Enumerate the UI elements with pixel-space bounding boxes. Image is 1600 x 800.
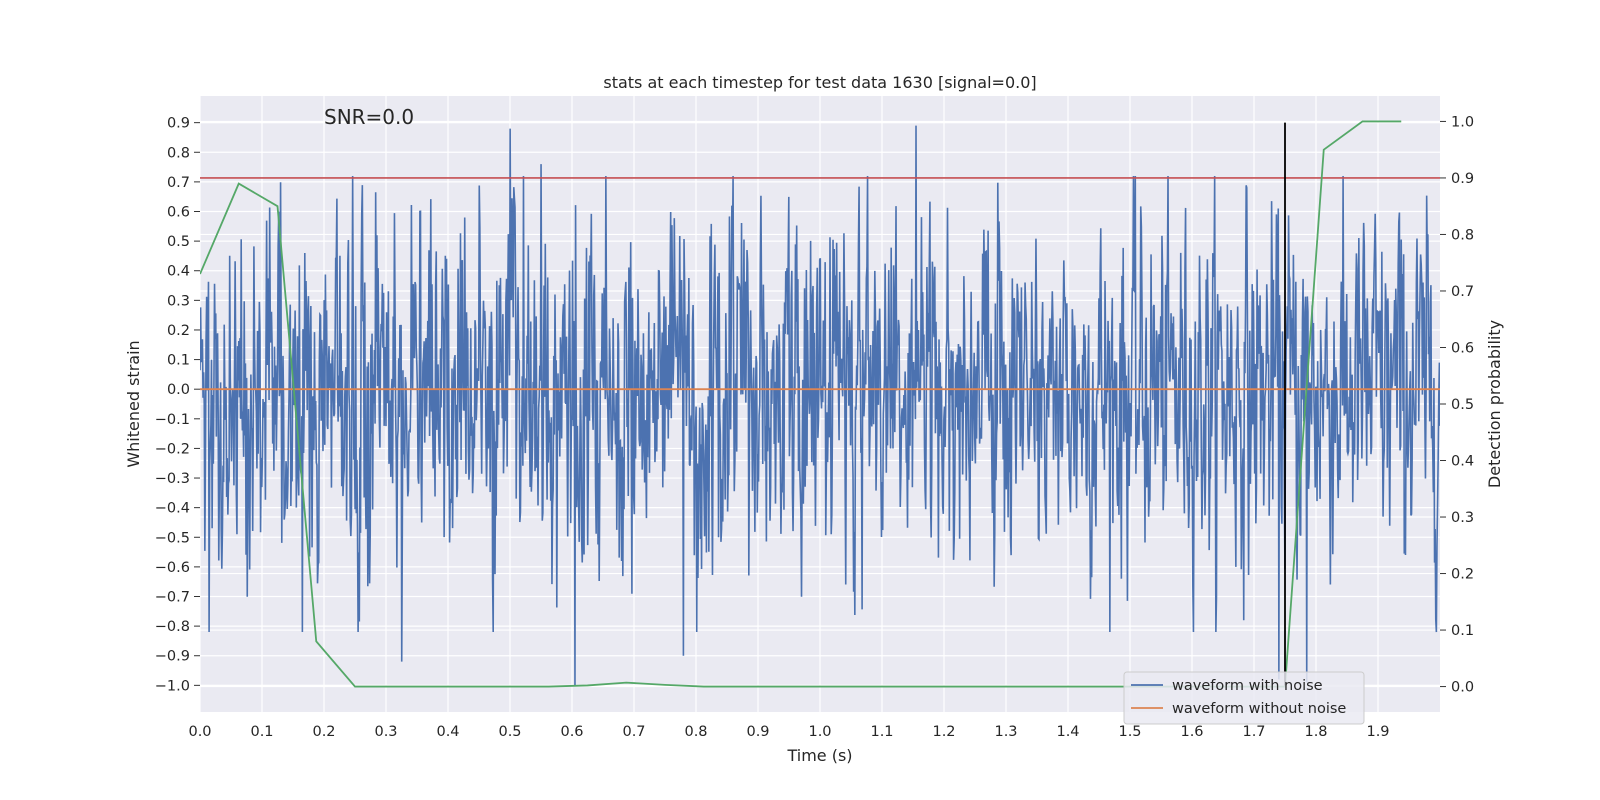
- y-tick-label: 0.5: [167, 234, 190, 250]
- y-tick-label: −0.2: [155, 441, 190, 457]
- x-tick-label: 1.7: [1242, 724, 1265, 740]
- x-tick-label: 0.5: [498, 724, 521, 740]
- x-tick-label: 1.2: [932, 724, 955, 740]
- y2-axis-label: Detection probability: [1485, 320, 1504, 488]
- x-tick-label: 1.4: [1056, 724, 1079, 740]
- x-tick-label: 0.6: [560, 724, 583, 740]
- y-tick-label: −0.5: [155, 530, 190, 546]
- y-tick-label: −0.9: [155, 649, 190, 665]
- y-tick-label: −0.6: [155, 560, 190, 576]
- y-tick-label: 0.6: [167, 205, 190, 221]
- legend: waveform with noise waveform without noi…: [1123, 671, 1365, 725]
- y-tick-label: 0.2: [167, 323, 190, 339]
- x-tick-label: 1.3: [994, 724, 1017, 740]
- y2-tick-label: 1.0: [1451, 114, 1474, 130]
- y-tick-label: 0.4: [167, 264, 190, 280]
- y2-tick-label: 0.6: [1451, 340, 1474, 356]
- y-tick-label: −0.4: [155, 501, 190, 517]
- y2-tick-label: 0.8: [1451, 227, 1474, 243]
- legend-label-noisy: waveform with noise: [1172, 678, 1323, 694]
- ticks-layer: 0.0 0.1 0.2 0.3 0.4 0.5 0.6 0.7 0.8 0.9 1.0 1.1 1.2 1…: [155, 114, 1474, 740]
- y-tick-label: 0.7: [167, 175, 190, 191]
- y2-tick-label: 0.7: [1451, 284, 1474, 300]
- y2-tick-label: 0.2: [1451, 567, 1474, 583]
- x-tick-label: 1.8: [1304, 724, 1327, 740]
- x-tick-label: 1.6: [1180, 724, 1203, 740]
- y2-tick-label: 0.0: [1451, 680, 1474, 696]
- x-tick-label: 0.7: [622, 724, 645, 740]
- y-tick-label: 0.3: [167, 293, 190, 309]
- chart-title: stats at each timestep for test data 163…: [603, 73, 1036, 92]
- x-tick-label: 0.2: [312, 724, 335, 740]
- y-tick-label: −0.7: [155, 590, 190, 606]
- y-tick-label: 0.1: [167, 353, 190, 369]
- y-tick-label: −0.8: [155, 619, 190, 635]
- y-axis-label: Whitened strain: [124, 340, 143, 467]
- y-tick-label: −1.0: [155, 678, 190, 694]
- y2-tick-label: 0.3: [1451, 510, 1474, 526]
- y-tick-label: 0.8: [167, 145, 190, 161]
- series-waveform-with-noise: [200, 125, 1440, 686]
- y2-tick-label: 0.4: [1451, 454, 1474, 470]
- x-tick-label: 0.9: [746, 724, 769, 740]
- y2-tick-label: 0.9: [1451, 171, 1474, 187]
- x-tick-label: 0.4: [436, 724, 459, 740]
- x-tick-label: 1.5: [1118, 724, 1141, 740]
- y2-tick-label: 0.5: [1451, 397, 1474, 413]
- y-tick-label: 0.0: [167, 382, 190, 398]
- legend-label-clean: waveform without noise: [1172, 701, 1346, 717]
- snr-annotation: SNR=0.0: [324, 105, 414, 129]
- x-tick-label: 0.8: [684, 724, 707, 740]
- y-tick-label: −0.1: [155, 412, 190, 428]
- x-axis-label: Time (s): [786, 746, 852, 765]
- plot-layer: [200, 120, 1440, 688]
- x-tick-label: 0.3: [374, 724, 397, 740]
- x-tick-label: 1.0: [808, 724, 831, 740]
- x-tick-label: 0.1: [250, 724, 273, 740]
- x-tick-label: 1.9: [1366, 724, 1389, 740]
- y-tick-label: 0.9: [167, 116, 190, 132]
- y-tick-label: −0.3: [155, 471, 190, 487]
- x-tick-label: 1.1: [870, 724, 893, 740]
- x-tick-label: 0.0: [188, 724, 211, 740]
- legend-box: [1123, 671, 1365, 725]
- y2-tick-label: 0.1: [1451, 623, 1474, 639]
